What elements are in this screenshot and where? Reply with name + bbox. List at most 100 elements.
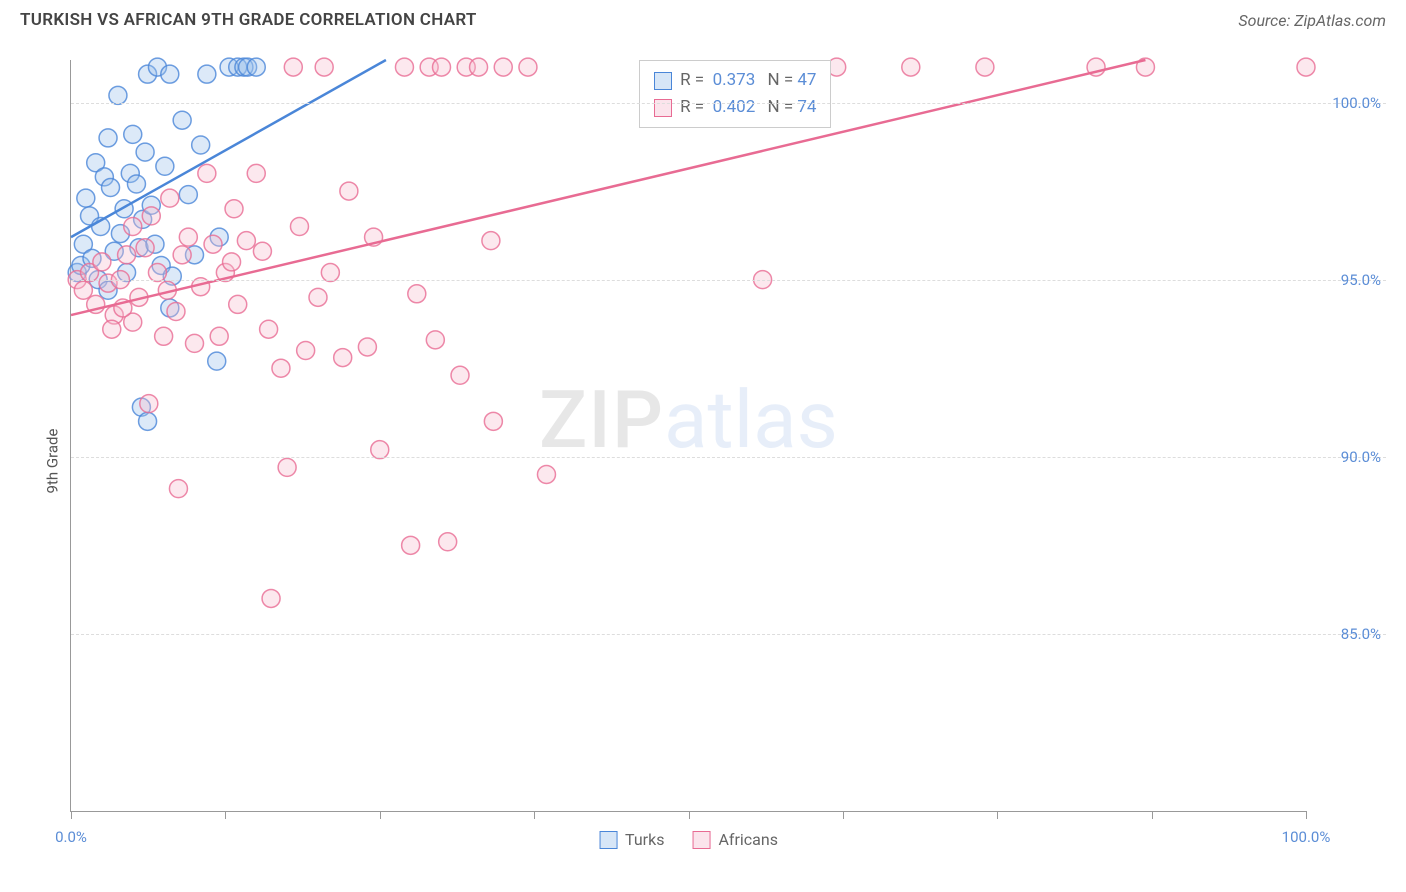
data-point xyxy=(494,58,512,76)
data-point xyxy=(976,58,994,76)
data-point xyxy=(210,327,228,345)
data-point xyxy=(167,303,185,321)
bottom-legend: Turks Africans xyxy=(599,830,778,849)
data-point xyxy=(102,179,120,197)
legend-n-label: N = 47 xyxy=(763,67,816,94)
gridline xyxy=(71,457,1386,458)
data-point xyxy=(142,207,160,225)
data-point xyxy=(247,164,265,182)
data-point xyxy=(253,242,271,260)
data-point xyxy=(136,239,154,257)
data-point xyxy=(229,295,247,313)
data-point xyxy=(124,217,142,235)
data-point xyxy=(139,412,157,430)
bottom-legend-item: Africans xyxy=(692,830,777,849)
legend-swatch xyxy=(654,99,672,117)
data-point xyxy=(103,320,121,338)
data-point xyxy=(395,58,413,76)
data-point xyxy=(451,366,469,384)
data-point xyxy=(439,533,457,551)
gridline xyxy=(71,634,1386,635)
legend-swatch xyxy=(654,72,672,90)
data-point xyxy=(127,175,145,193)
header: TURKISH VS AFRICAN 9TH GRADE CORRELATION… xyxy=(0,0,1406,30)
y-tick-label: 85.0% xyxy=(1341,625,1381,643)
x-tick xyxy=(689,811,690,819)
data-point xyxy=(297,341,315,359)
data-point xyxy=(537,465,555,483)
data-point xyxy=(99,129,117,147)
data-point xyxy=(179,186,197,204)
data-point xyxy=(161,65,179,83)
stats-legend-row: R = 0.373 N = 47 xyxy=(654,67,816,94)
chart-wrap: 9th Grade ZIPatlas R = 0.373 N = 47R = 0… xyxy=(20,50,1386,872)
data-point xyxy=(260,320,278,338)
data-point xyxy=(225,200,243,218)
data-point xyxy=(161,189,179,207)
source-label: Source: ZipAtlas.com xyxy=(1238,11,1386,30)
data-point xyxy=(470,58,488,76)
legend-swatch xyxy=(599,831,617,849)
y-tick-label: 100.0% xyxy=(1332,94,1381,112)
data-point xyxy=(93,253,111,271)
x-tick-label: 100.0% xyxy=(1282,828,1331,846)
data-point xyxy=(173,111,191,129)
data-point xyxy=(155,327,173,345)
data-point xyxy=(192,136,210,154)
scatter-svg xyxy=(71,60,1306,811)
data-point xyxy=(198,65,216,83)
data-point xyxy=(74,281,92,299)
y-tick-label: 95.0% xyxy=(1341,271,1381,289)
data-point xyxy=(208,352,226,370)
data-point xyxy=(247,58,265,76)
data-point xyxy=(519,58,537,76)
data-point xyxy=(340,182,358,200)
y-axis-label: 9th Grade xyxy=(43,429,61,494)
x-tick xyxy=(997,811,998,819)
x-tick xyxy=(843,811,844,819)
legend-r-label: R = 0.402 xyxy=(680,94,755,121)
legend-r-label: R = 0.373 xyxy=(680,67,755,94)
data-point xyxy=(309,288,327,306)
legend-swatch xyxy=(692,831,710,849)
data-point xyxy=(290,217,308,235)
data-point xyxy=(124,125,142,143)
plot-area: ZIPatlas R = 0.373 N = 47R = 0.402 N = 7… xyxy=(70,60,1306,812)
data-point xyxy=(334,349,352,367)
data-point xyxy=(278,458,296,476)
data-point xyxy=(262,589,280,607)
data-point xyxy=(169,480,187,498)
data-point xyxy=(433,58,451,76)
data-point xyxy=(484,412,502,430)
x-tick xyxy=(225,811,226,819)
data-point xyxy=(173,246,191,264)
stats-legend: R = 0.373 N = 47R = 0.402 N = 74 xyxy=(639,60,831,128)
gridline xyxy=(71,103,1386,104)
data-point xyxy=(223,253,241,271)
data-point xyxy=(1297,58,1315,76)
data-point xyxy=(272,359,290,377)
data-point xyxy=(198,164,216,182)
data-point xyxy=(482,232,500,250)
data-point xyxy=(426,331,444,349)
data-point xyxy=(358,338,376,356)
x-tick xyxy=(1152,811,1153,819)
x-tick xyxy=(71,811,72,819)
x-tick xyxy=(1306,811,1307,819)
trend-line xyxy=(71,60,1145,315)
x-tick xyxy=(380,811,381,819)
legend-n-label: N = 74 xyxy=(763,94,816,121)
bottom-legend-item: Turks xyxy=(599,830,664,849)
x-tick-label: 0.0% xyxy=(55,828,87,846)
legend-label: Africans xyxy=(718,830,777,849)
data-point xyxy=(77,189,95,207)
gridline xyxy=(71,280,1386,281)
data-point xyxy=(156,157,174,175)
data-point xyxy=(237,232,255,250)
data-point xyxy=(284,58,302,76)
legend-label: Turks xyxy=(625,830,664,849)
data-point xyxy=(136,143,154,161)
x-tick xyxy=(534,811,535,819)
data-point xyxy=(118,246,136,264)
chart-title: TURKISH VS AFRICAN 9TH GRADE CORRELATION… xyxy=(20,10,477,30)
